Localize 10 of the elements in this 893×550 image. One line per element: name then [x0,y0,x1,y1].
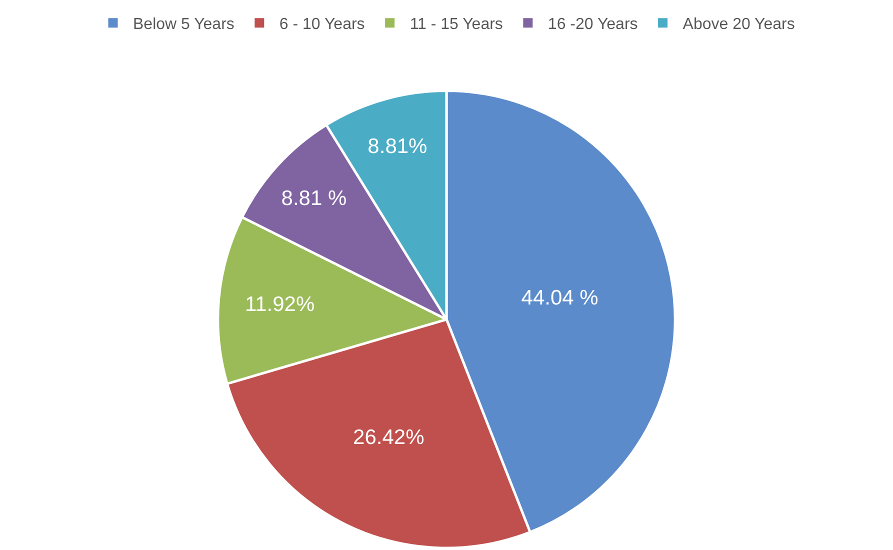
legend-label: 6 - 10 Years [279,16,365,34]
data-label: 11.92% [244,292,315,316]
legend-label: Below 5 Years [133,16,234,34]
data-label: 26.42% [353,426,424,450]
legend-label: 16 -20 Years [548,16,638,34]
data-label: 8.81% [368,135,428,158]
data-label: 8.81 % [281,186,347,210]
legend-label: 11 - 15 Years [410,16,503,34]
legend-label: Above 20 Years [682,16,795,34]
data-label: 44.04 % [521,286,598,310]
